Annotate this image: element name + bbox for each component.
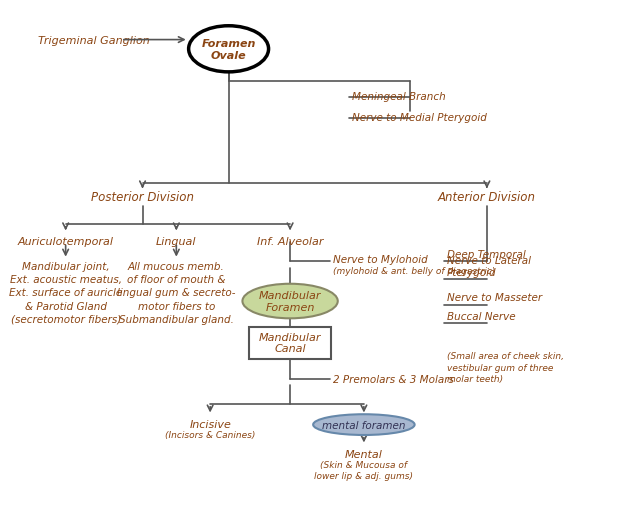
Text: Mental: Mental [345,449,383,459]
Text: All mucous memb.
of floor of mouth &
lingual gum & secreto-
motor fibers to
Subm: All mucous memb. of floor of mouth & lin… [117,262,236,324]
Text: Nerve to Mylohoid: Nerve to Mylohoid [333,254,428,264]
Text: Incisive: Incisive [189,419,231,429]
Text: (Small area of cheek skin,
vestibular gum of three
molar teeth): (Small area of cheek skin, vestibular gu… [447,351,564,384]
Text: Lingual: Lingual [156,237,196,247]
Text: Inf. Alveolar: Inf. Alveolar [257,237,324,247]
Text: Posterior Division: Posterior Division [91,190,194,204]
Text: Anterior Division: Anterior Division [438,190,536,204]
Text: Auriculotemporal: Auriculotemporal [17,237,114,247]
Text: Foramen
Ovale: Foramen Ovale [202,39,256,61]
Text: 2 Premolars & 3 Molars: 2 Premolars & 3 Molars [333,375,454,385]
Text: Trigeminal Ganglion: Trigeminal Ganglion [38,36,150,45]
Text: Nerve to Lateral
Pterygoid: Nerve to Lateral Pterygoid [447,255,531,277]
Ellipse shape [313,414,415,435]
Text: (mylohoid & ant. belly of diagastric): (mylohoid & ant. belly of diagastric) [333,266,496,275]
Text: Buccal Nerve: Buccal Nerve [447,311,516,321]
FancyBboxPatch shape [249,327,331,359]
Text: Nerve to Medial Pterygoid: Nerve to Medial Pterygoid [352,112,487,122]
Text: (Skin & Mucousa of
lower lip & adj. gums): (Skin & Mucousa of lower lip & adj. gums… [315,460,413,479]
Text: (Incisors & Canines): (Incisors & Canines) [165,430,256,439]
Text: mental foramen: mental foramen [322,420,406,430]
Text: Mandibular
Canal: Mandibular Canal [259,332,322,354]
Ellipse shape [243,284,338,319]
Text: Mandibular
Foramen: Mandibular Foramen [259,291,322,312]
Text: Mandibular joint,
Ext. acoustic meatus,
Ext. surface of auricle
& Parotid Gland
: Mandibular joint, Ext. acoustic meatus, … [9,262,122,324]
Text: Meningeal Branch: Meningeal Branch [352,92,446,102]
Text: Deep Temporal: Deep Temporal [447,249,526,259]
Text: Nerve to Masseter: Nerve to Masseter [447,293,542,303]
